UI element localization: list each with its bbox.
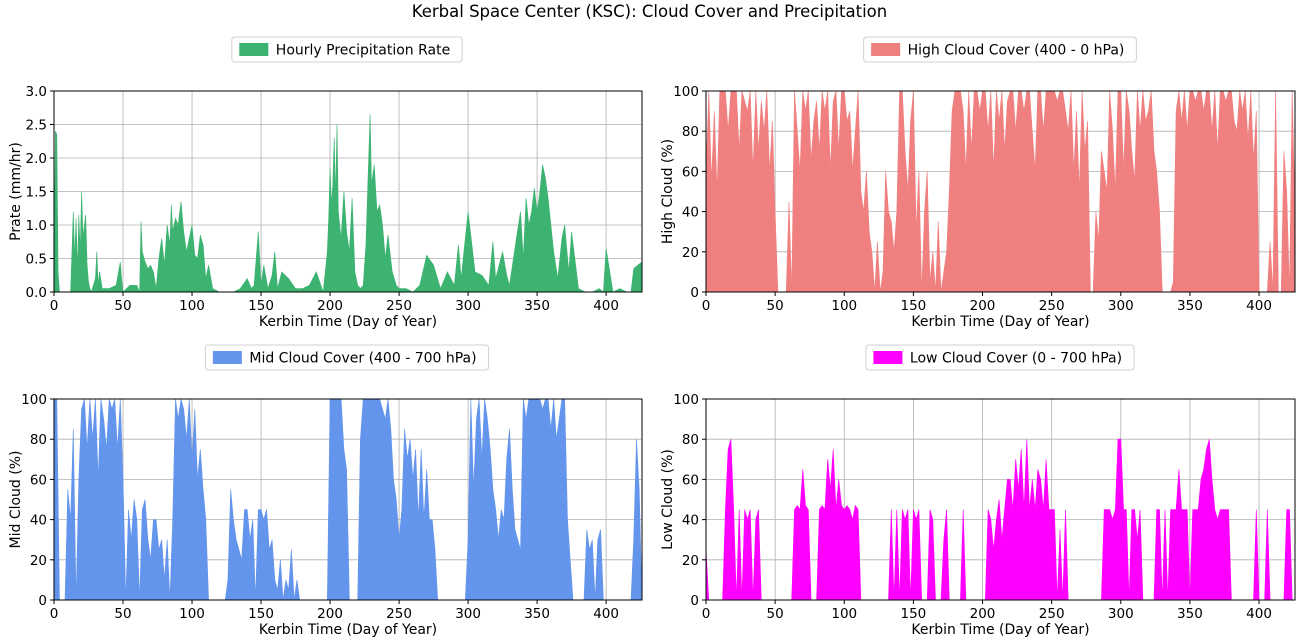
axes-frame (705, 90, 1296, 293)
figure-title: Kerbal Space Center (KSC): Cloud Cover a… (411, 2, 888, 21)
x-tick-label: 400 (593, 606, 619, 622)
x-tick-label: 200 (317, 298, 343, 314)
x-axis-label: Kerbin Time (Day of Year) (259, 314, 437, 330)
legend-label: Hourly Precipitation Rate (276, 43, 450, 59)
y-tick-label: 40 (682, 205, 699, 221)
y-tick-label: 20 (682, 553, 699, 569)
x-tick-label: 50 (767, 298, 784, 314)
series-area-high (705, 90, 1296, 293)
y-tick-label: 100 (21, 392, 47, 408)
y-axis-label: High Cloud (%) (660, 139, 676, 244)
x-tick-label: 250 (386, 298, 412, 314)
x-tick-label: 100 (831, 298, 857, 314)
y-tick-label: 100 (673, 84, 699, 100)
y-axis-label: Mid Cloud (%) (8, 451, 24, 549)
legend-high: High Cloud Cover (400 - 0 hPa) (863, 36, 1137, 63)
y-axis-label: Low Cloud (%) (660, 449, 676, 550)
y-tick-label: 1.0 (26, 218, 47, 234)
x-tick-label: 350 (1177, 606, 1203, 622)
legend-swatch (871, 43, 901, 56)
y-tick-label: 60 (682, 472, 699, 488)
y-axis-label: Prate (mm/hr) (8, 142, 24, 241)
x-tick-label: 0 (702, 298, 711, 314)
y-tick-label: 1.5 (26, 185, 47, 201)
x-tick-label: 50 (767, 606, 784, 622)
x-axis-label: Kerbin Time (Day of Year) (911, 622, 1089, 638)
y-tick-label: 80 (682, 124, 699, 140)
x-tick-label: 300 (1108, 298, 1134, 314)
y-tick-label: 20 (682, 245, 699, 261)
x-tick-label: 0 (702, 606, 711, 622)
x-tick-label: 200 (317, 606, 343, 622)
axes-frame (705, 398, 1296, 601)
x-tick-label: 400 (1246, 606, 1272, 622)
x-tick-label: 0 (50, 298, 59, 314)
legend-box (231, 36, 463, 63)
legend-low: Low Cloud Cover (0 - 700 hPa) (865, 344, 1135, 371)
x-tick-label: 250 (1039, 606, 1065, 622)
x-tick-label: 100 (831, 606, 857, 622)
x-tick-label: 300 (455, 298, 481, 314)
y-tick-label: 80 (30, 432, 47, 448)
x-tick-label: 0 (50, 606, 59, 622)
x-tick-label: 150 (248, 298, 274, 314)
subplot-mid: 0 50 100 150 200 250 300 350 400 0 20 40 60 80 100 Kerb… (8, 344, 643, 638)
y-tick-label: 40 (30, 513, 47, 529)
x-tick-label: 350 (524, 298, 550, 314)
x-tick-label: 150 (901, 606, 927, 622)
x-tick-label: 100 (179, 606, 205, 622)
axes-frame (53, 398, 643, 601)
x-tick-label: 50 (114, 606, 131, 622)
x-tick-label: 350 (524, 606, 550, 622)
y-tick-label: 60 (682, 164, 699, 180)
y-tick-label: 0 (690, 593, 699, 609)
legend-box (204, 344, 490, 371)
series-area-precip (53, 114, 643, 293)
legend-box (863, 36, 1137, 63)
y-tick-label: 3.0 (26, 84, 47, 100)
legend-precip: Hourly Precipitation Rate (231, 36, 463, 63)
x-tick-label: 400 (593, 298, 619, 314)
x-tick-label: 200 (970, 606, 996, 622)
x-tick-label: 200 (970, 298, 996, 314)
legend-mid: Mid Cloud Cover (400 - 700 hPa) (204, 344, 490, 371)
legend-swatch (212, 351, 242, 364)
x-tick-label: 100 (179, 298, 205, 314)
x-tick-label: 50 (114, 298, 131, 314)
legend-label: High Cloud Cover (400 - 0 hPa) (908, 43, 1125, 59)
x-tick-label: 150 (901, 298, 927, 314)
subplot-low: 0 50 100 150 200 250 300 350 400 0 20 40 60 80 100 Kerb… (660, 344, 1296, 638)
subplot-precip: 0 50 100 150 200 250 300 350 400 0.0 0.5 1.0 1.5 2.0 2… (8, 36, 643, 330)
series-area-low (705, 438, 1295, 601)
x-tick-label: 250 (1039, 298, 1065, 314)
x-axis-label: Kerbin Time (Day of Year) (259, 622, 437, 638)
y-tick-label: 0.5 (26, 252, 47, 268)
legend-label: Mid Cloud Cover (400 - 700 hPa) (249, 351, 476, 367)
y-tick-label: 0 (38, 593, 47, 609)
x-tick-label: 300 (1108, 606, 1134, 622)
x-tick-label: 300 (455, 606, 481, 622)
legend-label: Low Cloud Cover (0 - 700 hPa) (910, 351, 1122, 367)
y-tick-label: 60 (30, 472, 47, 488)
y-tick-label: 0 (690, 285, 699, 301)
x-axis-label: Kerbin Time (Day of Year) (911, 314, 1089, 330)
series-area-mid (53, 398, 643, 601)
y-tick-label: 100 (673, 392, 699, 408)
legend-swatch (239, 43, 269, 56)
x-tick-label: 400 (1246, 298, 1272, 314)
subplot-high: 0 50 100 150 200 250 300 350 400 0 20 40 60 80 100 Kerb… (660, 36, 1296, 330)
x-tick-label: 150 (248, 606, 274, 622)
legend-swatch (873, 351, 903, 364)
y-tick-label: 80 (682, 432, 699, 448)
x-tick-label: 350 (1177, 298, 1203, 314)
y-tick-label: 2.5 (26, 118, 47, 134)
legend-box (865, 344, 1135, 371)
y-tick-label: 20 (30, 553, 47, 569)
y-tick-label: 40 (682, 513, 699, 529)
x-tick-label: 250 (386, 606, 412, 622)
y-tick-label: 0.0 (26, 285, 47, 301)
y-tick-label: 2.0 (26, 151, 47, 167)
